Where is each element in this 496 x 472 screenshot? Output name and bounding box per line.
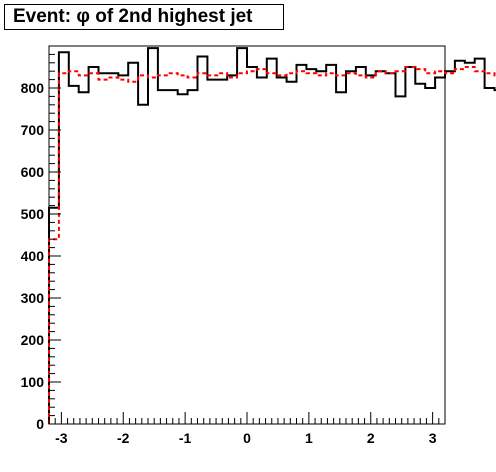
chart-title-box: Event: φ of 2nd highest jet	[4, 4, 284, 30]
x-tick-label: 0	[243, 430, 251, 446]
x-tick-label: -2	[117, 430, 130, 446]
y-tick-label: 100	[21, 374, 45, 390]
y-tick-label: 800	[21, 80, 45, 96]
y-tick-label: 200	[21, 332, 45, 348]
histogram-series-1	[48, 47, 496, 424]
y-tick-label: 0	[36, 416, 44, 432]
y-tick-label: 600	[21, 164, 45, 180]
y-tick-label: 400	[21, 248, 45, 264]
x-tick-label: 2	[367, 430, 375, 446]
y-tick-label: 300	[21, 290, 45, 306]
y-tick-label: 700	[21, 122, 45, 138]
x-tick-label: -3	[55, 430, 68, 446]
series-layer	[48, 47, 496, 424]
x-tick-label: -1	[179, 430, 192, 446]
histogram-series-2	[48, 66, 496, 424]
y-tick-label: 500	[21, 206, 45, 222]
plot-frame	[48, 45, 446, 425]
x-tick-label: 3	[429, 430, 437, 446]
x-tick-label: 1	[305, 430, 313, 446]
axes-layer: -3 -2 -1 0 1 2 3 0 100 200 300 400 500 600 700 800	[21, 45, 446, 446]
chart-title: Event: φ of 2nd highest jet	[13, 6, 253, 27]
